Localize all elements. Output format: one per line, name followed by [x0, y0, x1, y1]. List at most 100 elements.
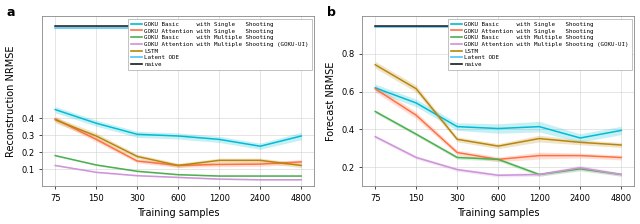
LSTM: [577, 141, 584, 144]
Latent ODE: [92, 26, 100, 29]
LSTM: [298, 164, 305, 167]
GOKU Attention with Multiple Shooting (GOKU-UI): [257, 179, 264, 181]
GOKU Attention with Single   Shooting: [133, 160, 141, 162]
GOKU Attention with Multiple Shooting (GOKU-UI): [51, 164, 59, 167]
naive: [92, 25, 100, 28]
Latent ODE: [298, 26, 305, 29]
Text: b: b: [326, 6, 335, 19]
naive: [536, 25, 543, 27]
GOKU Basic     with Single   Shooting: [577, 137, 584, 139]
LSTM: [494, 145, 502, 147]
GOKU Attention with Single   Shooting: [577, 154, 584, 157]
GOKU Attention with Single   Shooting: [494, 158, 502, 161]
Line: GOKU Attention with Multiple Shooting (GOKU-UI): GOKU Attention with Multiple Shooting (G…: [375, 137, 621, 175]
GOKU Attention with Multiple Shooting (GOKU-UI): [216, 178, 223, 181]
GOKU Attention with Single   Shooting: [216, 163, 223, 166]
GOKU Attention with Multiple Shooting (GOKU-UI): [577, 166, 584, 169]
LSTM: [174, 164, 182, 167]
LSTM: [257, 159, 264, 162]
Latent ODE: [453, 26, 461, 28]
GOKU Attention with Single   Shooting: [536, 154, 543, 157]
Line: GOKU Attention with Single   Shooting: GOKU Attention with Single Shooting: [55, 119, 301, 166]
naive: [133, 25, 141, 28]
GOKU Attention with Multiple Shooting (GOKU-UI): [92, 171, 100, 174]
GOKU Attention with Single   Shooting: [51, 118, 59, 120]
Text: a: a: [6, 6, 15, 19]
naive: [453, 25, 461, 27]
GOKU Basic     with Single   Shooting: [371, 86, 379, 89]
Line: LSTM: LSTM: [55, 120, 301, 166]
GOKU Attention with Multiple Shooting (GOKU-UI): [494, 174, 502, 177]
GOKU Attention with Multiple Shooting (GOKU-UI): [618, 173, 625, 176]
Legend: GOKU Basic     with Single   Shooting, GOKU Attention with Single   Shooting, GO: GOKU Basic with Single Shooting, GOKU At…: [449, 19, 632, 70]
GOKU Attention with Single   Shooting: [298, 161, 305, 163]
Y-axis label: Forecast NRMSE: Forecast NRMSE: [326, 61, 335, 141]
naive: [577, 25, 584, 27]
GOKU Basic     with Single   Shooting: [298, 135, 305, 137]
Line: LSTM: LSTM: [375, 65, 621, 146]
Latent ODE: [51, 26, 59, 29]
GOKU Basic     with Single   Shooting: [453, 125, 461, 128]
GOKU Basic     with Multiple Shooting: [412, 133, 420, 136]
GOKU Basic     with Multiple Shooting: [216, 175, 223, 177]
naive: [216, 25, 223, 28]
GOKU Basic     with Single   Shooting: [494, 127, 502, 130]
naive: [51, 25, 59, 28]
Line: GOKU Basic     with Single   Shooting: GOKU Basic with Single Shooting: [375, 88, 621, 138]
GOKU Attention with Single   Shooting: [371, 87, 379, 90]
Latent ODE: [577, 26, 584, 28]
GOKU Basic     with Single   Shooting: [618, 129, 625, 132]
X-axis label: Training samples: Training samples: [137, 209, 220, 218]
GOKU Basic     with Single   Shooting: [133, 133, 141, 136]
GOKU Basic     with Single   Shooting: [412, 102, 420, 104]
Line: GOKU Attention with Multiple Shooting (GOKU-UI): GOKU Attention with Multiple Shooting (G…: [55, 166, 301, 180]
naive: [257, 25, 264, 28]
LSTM: [371, 63, 379, 66]
naive: [412, 25, 420, 27]
naive: [298, 25, 305, 28]
GOKU Basic     with Multiple Shooting: [453, 156, 461, 159]
Line: GOKU Basic     with Multiple Shooting: GOKU Basic with Multiple Shooting: [375, 112, 621, 174]
naive: [618, 25, 625, 27]
Latent ODE: [216, 26, 223, 29]
LSTM: [618, 144, 625, 146]
Latent ODE: [371, 26, 379, 28]
GOKU Basic     with Multiple Shooting: [536, 173, 543, 176]
X-axis label: Training samples: Training samples: [457, 209, 540, 218]
GOKU Attention with Multiple Shooting (GOKU-UI): [371, 135, 379, 138]
Latent ODE: [618, 26, 625, 28]
GOKU Basic     with Multiple Shooting: [618, 173, 625, 176]
naive: [174, 25, 182, 28]
GOKU Attention with Single   Shooting: [257, 163, 264, 166]
GOKU Basic     with Multiple Shooting: [298, 175, 305, 177]
GOKU Basic     with Multiple Shooting: [174, 173, 182, 176]
LSTM: [536, 137, 543, 140]
GOKU Basic     with Single   Shooting: [536, 125, 543, 128]
GOKU Attention with Single   Shooting: [174, 164, 182, 167]
GOKU Attention with Single   Shooting: [412, 114, 420, 117]
GOKU Basic     with Multiple Shooting: [494, 158, 502, 161]
Legend: GOKU Basic     with Single   Shooting, GOKU Attention with Single   Shooting, GO: GOKU Basic with Single Shooting, GOKU At…: [129, 19, 312, 70]
GOKU Attention with Multiple Shooting (GOKU-UI): [298, 179, 305, 181]
GOKU Attention with Multiple Shooting (GOKU-UI): [174, 176, 182, 179]
GOKU Attention with Multiple Shooting (GOKU-UI): [133, 174, 141, 177]
GOKU Basic     with Single   Shooting: [216, 138, 223, 141]
Latent ODE: [412, 26, 420, 28]
naive: [494, 25, 502, 27]
Latent ODE: [174, 26, 182, 29]
Latent ODE: [494, 26, 502, 28]
GOKU Basic     with Multiple Shooting: [92, 164, 100, 166]
GOKU Basic     with Single   Shooting: [174, 135, 182, 137]
Latent ODE: [536, 26, 543, 28]
Line: GOKU Attention with Single   Shooting: GOKU Attention with Single Shooting: [375, 89, 621, 159]
GOKU Attention with Multiple Shooting (GOKU-UI): [412, 156, 420, 159]
Y-axis label: Reconstruction NRMSE: Reconstruction NRMSE: [6, 45, 15, 157]
Latent ODE: [257, 26, 264, 29]
Latent ODE: [133, 26, 141, 29]
GOKU Basic     with Single   Shooting: [51, 108, 59, 111]
Line: GOKU Basic     with Multiple Shooting: GOKU Basic with Multiple Shooting: [55, 156, 301, 176]
naive: [371, 25, 379, 27]
GOKU Attention with Multiple Shooting (GOKU-UI): [453, 168, 461, 171]
GOKU Attention with Multiple Shooting (GOKU-UI): [536, 173, 543, 176]
LSTM: [133, 155, 141, 158]
